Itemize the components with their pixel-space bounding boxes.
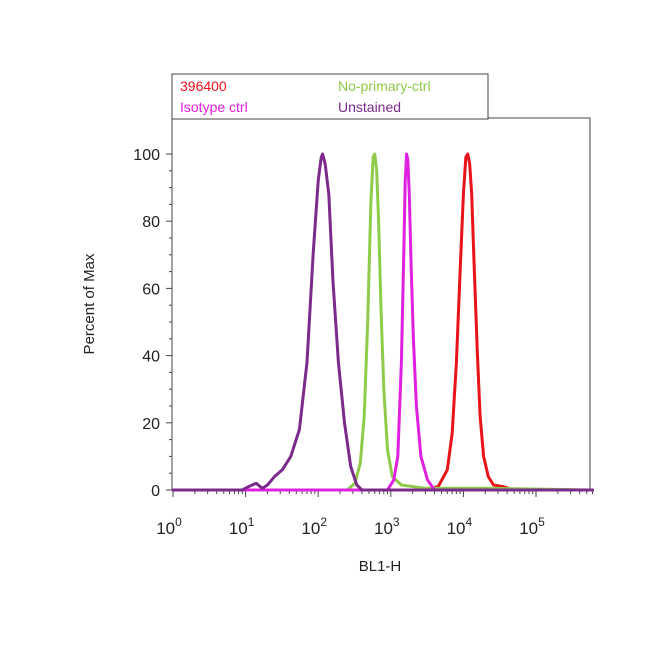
x-tick-label: 102	[301, 515, 327, 538]
x-tick-label: 103	[374, 515, 400, 538]
x-axis-label: BL1-H	[359, 558, 402, 575]
y-tick-label: 100	[133, 147, 160, 164]
series-line	[171, 152, 594, 492]
legend-entry: 396400	[180, 78, 227, 94]
legend-entry: No-primary-ctrl	[338, 78, 431, 94]
x-tick-label: 101	[229, 515, 255, 538]
series-line	[171, 152, 594, 492]
x-tick-label: 105	[519, 515, 545, 538]
legend-entry: Isotype ctrl	[180, 99, 248, 115]
x-tick-labels: 100 101 102 103 104 105	[156, 515, 545, 538]
y-axis-label: Percent of Max	[81, 253, 98, 354]
y-tick-label: 60	[142, 281, 160, 298]
y-tick-label: 40	[142, 349, 160, 366]
legend-entry: Unstained	[338, 99, 401, 115]
series-line	[171, 152, 594, 492]
legend: 396400 No-primary-ctrl Isotype ctrl Unst…	[171, 73, 489, 120]
x-tick-label: 100	[156, 515, 182, 538]
x-tick-label: 104	[447, 515, 473, 538]
y-tick-labels: 0 20 40 60 80 100	[133, 147, 160, 500]
series-line	[171, 152, 594, 492]
y-tick-label: 20	[142, 416, 160, 433]
y-tick-label: 0	[151, 483, 160, 500]
series-layer	[171, 152, 594, 492]
legend-box	[171, 73, 489, 120]
y-tick-label: 80	[142, 214, 160, 231]
